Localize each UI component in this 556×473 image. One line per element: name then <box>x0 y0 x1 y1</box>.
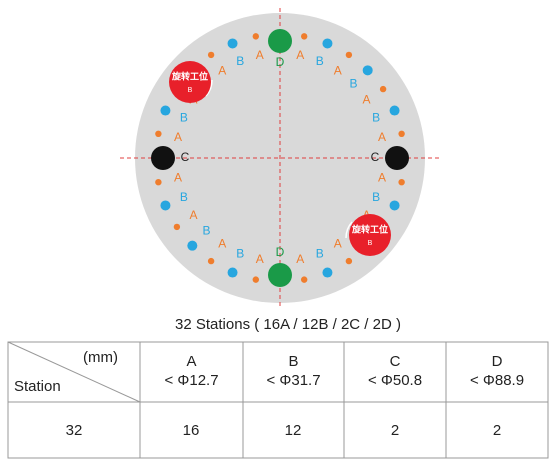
station-label: B <box>316 246 324 260</box>
tool-station <box>268 29 292 53</box>
cell: 12 <box>285 422 302 439</box>
cell: 16 <box>183 422 200 439</box>
table: A < Φ12.7 B < Φ31.7 C < Φ50.8 D < Φ88.9 32 16 12 2 2 <box>66 353 524 439</box>
station-label: A <box>256 48 264 62</box>
caption: 32 Stations ( 16A / 12B / 2C / 2D ) <box>175 316 401 333</box>
arrow <box>345 221 353 239</box>
station-label: A <box>378 170 386 184</box>
station-dot <box>155 130 162 138</box>
station-dot <box>173 223 181 231</box>
marker-sub: B <box>368 240 373 247</box>
station-label: A <box>190 208 198 222</box>
station-label: B <box>350 77 358 91</box>
station-label: C <box>181 150 190 164</box>
station-dot <box>322 267 333 278</box>
marker-disc <box>349 214 391 256</box>
station-label: B <box>372 110 380 124</box>
tool-station <box>268 263 292 287</box>
column-size: < Φ88.9 <box>470 372 524 389</box>
station-dot <box>398 130 405 138</box>
station-label: C <box>371 150 380 164</box>
station-label: B <box>372 190 380 204</box>
station-dot <box>389 200 400 211</box>
station-dot <box>362 65 373 76</box>
marker-disc <box>169 61 211 103</box>
station-dot <box>345 51 353 59</box>
cell: 2 <box>391 422 399 439</box>
station-label: A <box>296 252 304 266</box>
marker-text: 旋转工位 <box>171 70 208 81</box>
column-name: A <box>186 353 196 370</box>
station-label: A <box>218 237 226 251</box>
station-label: A <box>334 64 342 78</box>
column-name: B <box>288 353 298 370</box>
station-label: B <box>180 190 188 204</box>
tool-station <box>385 146 409 170</box>
corner-label: Station <box>14 378 61 395</box>
station-label: A <box>256 252 264 266</box>
station-label: A <box>296 48 304 62</box>
column-name: D <box>492 353 503 370</box>
tool-station <box>151 146 175 170</box>
marker-text: 旋转工位 <box>351 223 388 234</box>
station-dot <box>300 33 308 40</box>
station-dot <box>160 200 171 211</box>
station-dot <box>187 240 198 251</box>
marker: 旋转工位 B <box>169 61 213 103</box>
station-dot <box>322 38 333 49</box>
column-size: < Φ31.7 <box>266 372 320 389</box>
station-dot <box>345 257 353 265</box>
station-dot <box>227 38 238 49</box>
station-dot <box>300 276 308 283</box>
station-dot <box>160 105 171 116</box>
station-dot <box>207 257 215 265</box>
station-label: B <box>236 54 244 68</box>
station-dot <box>379 85 387 93</box>
station-label: A <box>174 170 182 184</box>
station-label: B <box>236 246 244 260</box>
station-dot <box>398 178 405 186</box>
station-label: B <box>316 54 324 68</box>
table-grid <box>7 341 549 459</box>
station-dot <box>389 105 400 116</box>
station-dot <box>207 51 215 59</box>
station-dot <box>227 267 238 278</box>
station-dot <box>155 178 162 186</box>
station-label: A <box>378 130 386 144</box>
station-label: D <box>276 55 285 69</box>
column-name: C <box>390 353 401 370</box>
station-label: B <box>202 224 210 238</box>
station-label: A <box>218 64 226 78</box>
station-label: A <box>174 130 182 144</box>
unit-label: (mm) <box>83 349 118 366</box>
arrow <box>205 79 213 97</box>
station-dot <box>252 276 260 283</box>
marker: 旋转工位 B <box>345 214 391 256</box>
column-size: < Φ50.8 <box>368 372 422 389</box>
marker-sub: B <box>188 87 193 94</box>
cell: 2 <box>493 422 501 439</box>
station-label: B <box>180 110 188 124</box>
station-dot <box>252 33 260 40</box>
station-label: A <box>334 237 342 251</box>
station-label: A <box>362 92 370 106</box>
cell: 32 <box>66 422 83 439</box>
column-size: < Φ12.7 <box>164 372 218 389</box>
station-label: D <box>276 245 285 259</box>
